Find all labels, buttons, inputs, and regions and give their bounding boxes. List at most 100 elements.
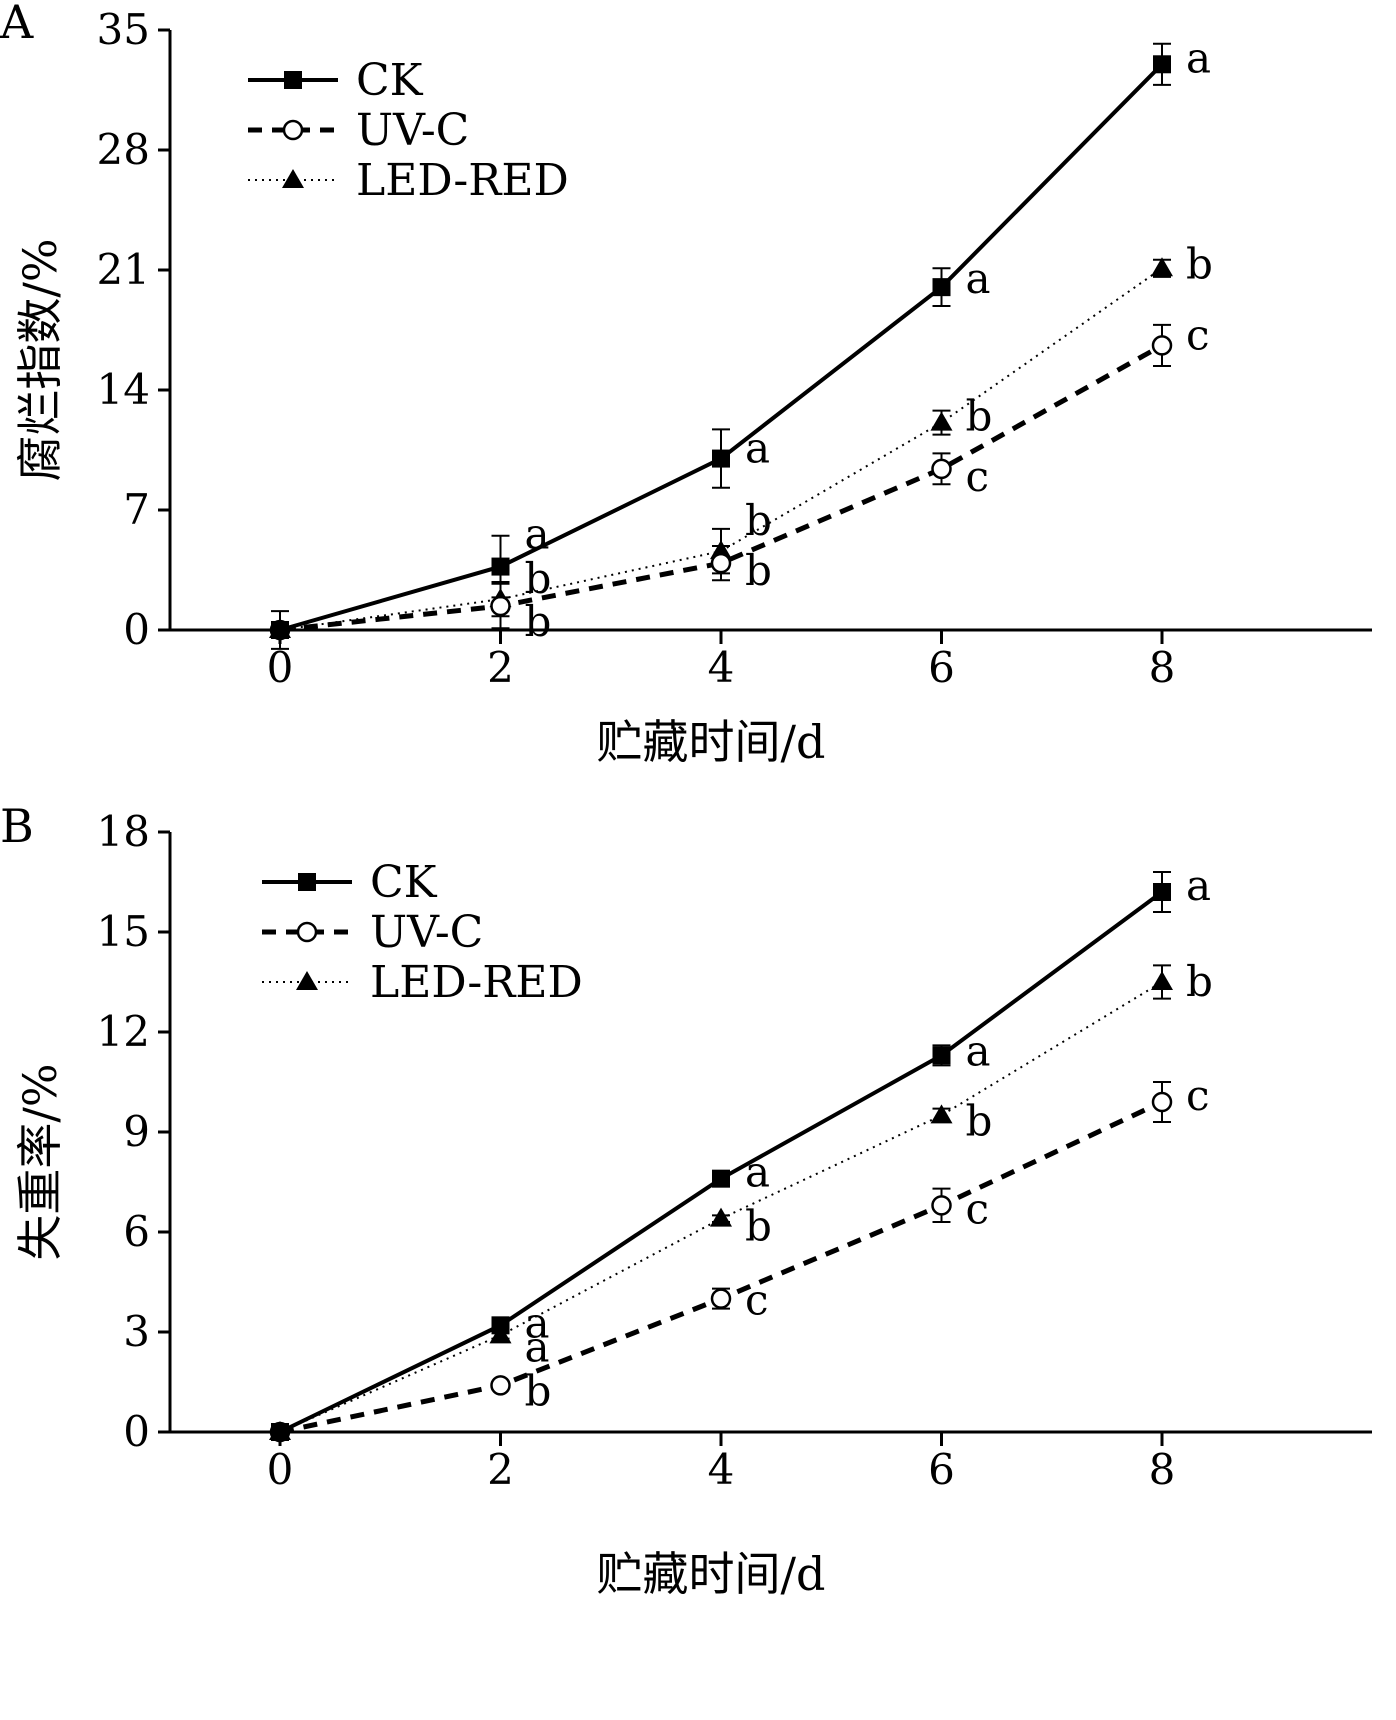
significance-label: c — [1186, 310, 1210, 359]
data-point — [1151, 971, 1173, 990]
significance-label: c — [1186, 1071, 1210, 1120]
legend-label: CK — [356, 55, 424, 106]
legend-item-led-red: LED-RED — [248, 155, 569, 206]
data-point — [931, 1195, 952, 1216]
significance-label: b — [966, 1096, 993, 1145]
x-tick-label: 8 — [1149, 1445, 1176, 1494]
x-tick-label: 2 — [487, 643, 514, 692]
data-point — [490, 1375, 511, 1396]
significance-label: a — [525, 1298, 550, 1347]
significance-label: a — [966, 1026, 991, 1075]
data-point — [1151, 257, 1173, 277]
legend-item-led-red: LED-RED — [262, 957, 583, 1008]
data-point — [931, 458, 952, 480]
y-tick-label: 21 — [97, 245, 150, 294]
y-axis-title: 腐烂指数/% — [13, 238, 67, 481]
data-point — [710, 1288, 732, 1309]
x-axis-title: 贮藏时间/d — [597, 715, 826, 769]
data-point — [710, 1207, 732, 1227]
legend-label: CK — [370, 857, 438, 908]
data-point — [1153, 55, 1171, 74]
legend-item-uv-c: UV-C — [248, 105, 469, 156]
x-tick-label: 6 — [928, 643, 955, 692]
legend-marker — [284, 71, 302, 89]
x-tick-label: 4 — [708, 643, 735, 692]
legend-item-ck: CK — [262, 857, 438, 908]
significance-label: b — [966, 392, 993, 441]
significance-label: a — [1186, 33, 1211, 82]
legend-label: UV-C — [370, 907, 483, 958]
y-tick-label: 14 — [97, 365, 150, 414]
legend-item-ck: CK — [248, 55, 424, 106]
y-tick-label: 7 — [123, 485, 150, 534]
x-tick-label: 2 — [487, 1445, 514, 1494]
y-tick-label: 12 — [97, 1007, 150, 1056]
data-point — [930, 1104, 953, 1124]
data-point — [491, 557, 510, 576]
data-point — [1153, 883, 1171, 901]
series-line — [279, 981, 1163, 1433]
significance-label: b — [525, 597, 552, 646]
panel-label: B — [0, 799, 34, 853]
x-tick-label: 6 — [928, 1445, 955, 1494]
legend-label: UV-C — [356, 105, 469, 156]
y-tick-label: 0 — [123, 1407, 150, 1456]
data-point — [932, 1046, 951, 1065]
y-tick-label: 28 — [97, 125, 150, 174]
x-tick-label: 0 — [267, 1445, 294, 1494]
data-point — [712, 1169, 730, 1188]
x-tick-label: 0 — [267, 643, 294, 692]
data-point — [712, 449, 730, 468]
legend-marker — [296, 971, 318, 990]
series-line — [279, 1099, 1164, 1435]
legend-marker — [282, 169, 304, 188]
y-tick-label: 18 — [97, 807, 150, 856]
significance-label: b — [1186, 239, 1213, 288]
data-point — [710, 552, 732, 574]
significance-label: b — [745, 1202, 772, 1251]
data-point — [490, 595, 511, 617]
significance-label: a — [745, 1148, 770, 1197]
significance-label: a — [525, 1322, 550, 1371]
significance-label: b — [745, 496, 772, 545]
legend-label: LED-RED — [356, 155, 569, 206]
legend-label: LED-RED — [370, 957, 583, 1008]
significance-label: b — [1186, 957, 1213, 1006]
data-point — [491, 1316, 510, 1335]
y-tick-label: 6 — [123, 1207, 150, 1256]
y-tick-label: 15 — [97, 907, 150, 956]
data-point — [930, 411, 953, 431]
significance-label: a — [525, 510, 550, 559]
legend-marker — [298, 873, 316, 891]
x-tick-label: 8 — [1149, 643, 1176, 692]
significance-label: b — [745, 546, 772, 595]
significance-label: a — [966, 254, 991, 303]
legend-item-uv-c: UV-C — [262, 907, 483, 958]
series-line — [279, 343, 1164, 633]
y-tick-label: 35 — [97, 5, 150, 54]
significance-label: b — [525, 1366, 552, 1415]
panel-label: A — [0, 0, 34, 49]
data-point — [271, 1423, 289, 1441]
legend-marker — [296, 921, 318, 943]
data-point — [932, 278, 951, 297]
y-tick-label: 9 — [123, 1107, 150, 1156]
data-point — [1151, 1091, 1173, 1113]
y-axis-title: 失重率/% — [13, 1063, 67, 1260]
significance-label: c — [745, 1276, 769, 1325]
data-point — [271, 621, 289, 639]
data-point — [1151, 335, 1173, 356]
x-axis-title: 贮藏时间/d — [597, 1547, 826, 1601]
significance-label: a — [1186, 861, 1211, 910]
y-tick-label: 0 — [123, 605, 150, 654]
y-tick-label: 3 — [123, 1307, 150, 1356]
